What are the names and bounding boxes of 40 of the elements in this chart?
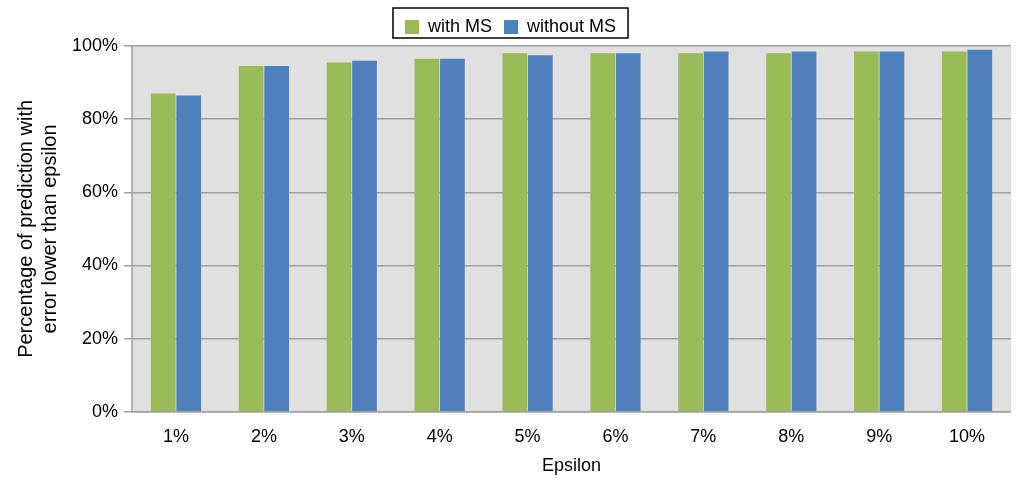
bar bbox=[264, 66, 289, 412]
bar bbox=[414, 58, 440, 412]
bar bbox=[941, 51, 967, 412]
bar bbox=[879, 51, 905, 412]
x-tick-label: 3% bbox=[338, 425, 365, 446]
bar bbox=[502, 53, 528, 412]
x-tick-label: 6% bbox=[602, 425, 629, 446]
x-tick-label: 5% bbox=[514, 425, 541, 446]
bar bbox=[791, 51, 817, 412]
x-tick-label: 9% bbox=[866, 425, 893, 446]
bar bbox=[678, 53, 703, 412]
y-axis-title: Percentage of prediction with error lower than epsilon bbox=[13, 99, 60, 358]
x-tick-label: 4% bbox=[426, 425, 453, 446]
x-tick-label: 10% bbox=[949, 425, 986, 446]
x-tick-label: 2% bbox=[250, 425, 277, 446]
y-tick-label: 0% bbox=[92, 400, 119, 421]
y-tick-label: 20% bbox=[82, 327, 119, 348]
y-tick-label: 40% bbox=[82, 254, 119, 275]
bar bbox=[766, 53, 791, 412]
bar bbox=[326, 62, 352, 412]
bar bbox=[854, 51, 879, 412]
bar bbox=[527, 55, 553, 412]
bar bbox=[238, 66, 264, 412]
bar bbox=[615, 53, 641, 412]
bar bbox=[703, 51, 729, 412]
x-tick-label: 8% bbox=[778, 425, 805, 446]
y-tick-label: 100% bbox=[71, 34, 119, 55]
x-tick-label: 1% bbox=[162, 425, 189, 446]
legend-label: with MS bbox=[426, 15, 492, 36]
legend-label: without MS bbox=[525, 15, 617, 36]
bar bbox=[967, 49, 993, 412]
x-axis-title: Epsilon bbox=[542, 455, 602, 476]
y-tick-label: 80% bbox=[82, 108, 119, 129]
y-tick-label: 60% bbox=[82, 181, 119, 202]
bar bbox=[352, 60, 377, 412]
bar bbox=[150, 93, 176, 412]
bar bbox=[440, 58, 465, 412]
bar bbox=[590, 53, 616, 412]
bar bbox=[176, 95, 202, 412]
x-tick-label: 7% bbox=[690, 425, 717, 446]
